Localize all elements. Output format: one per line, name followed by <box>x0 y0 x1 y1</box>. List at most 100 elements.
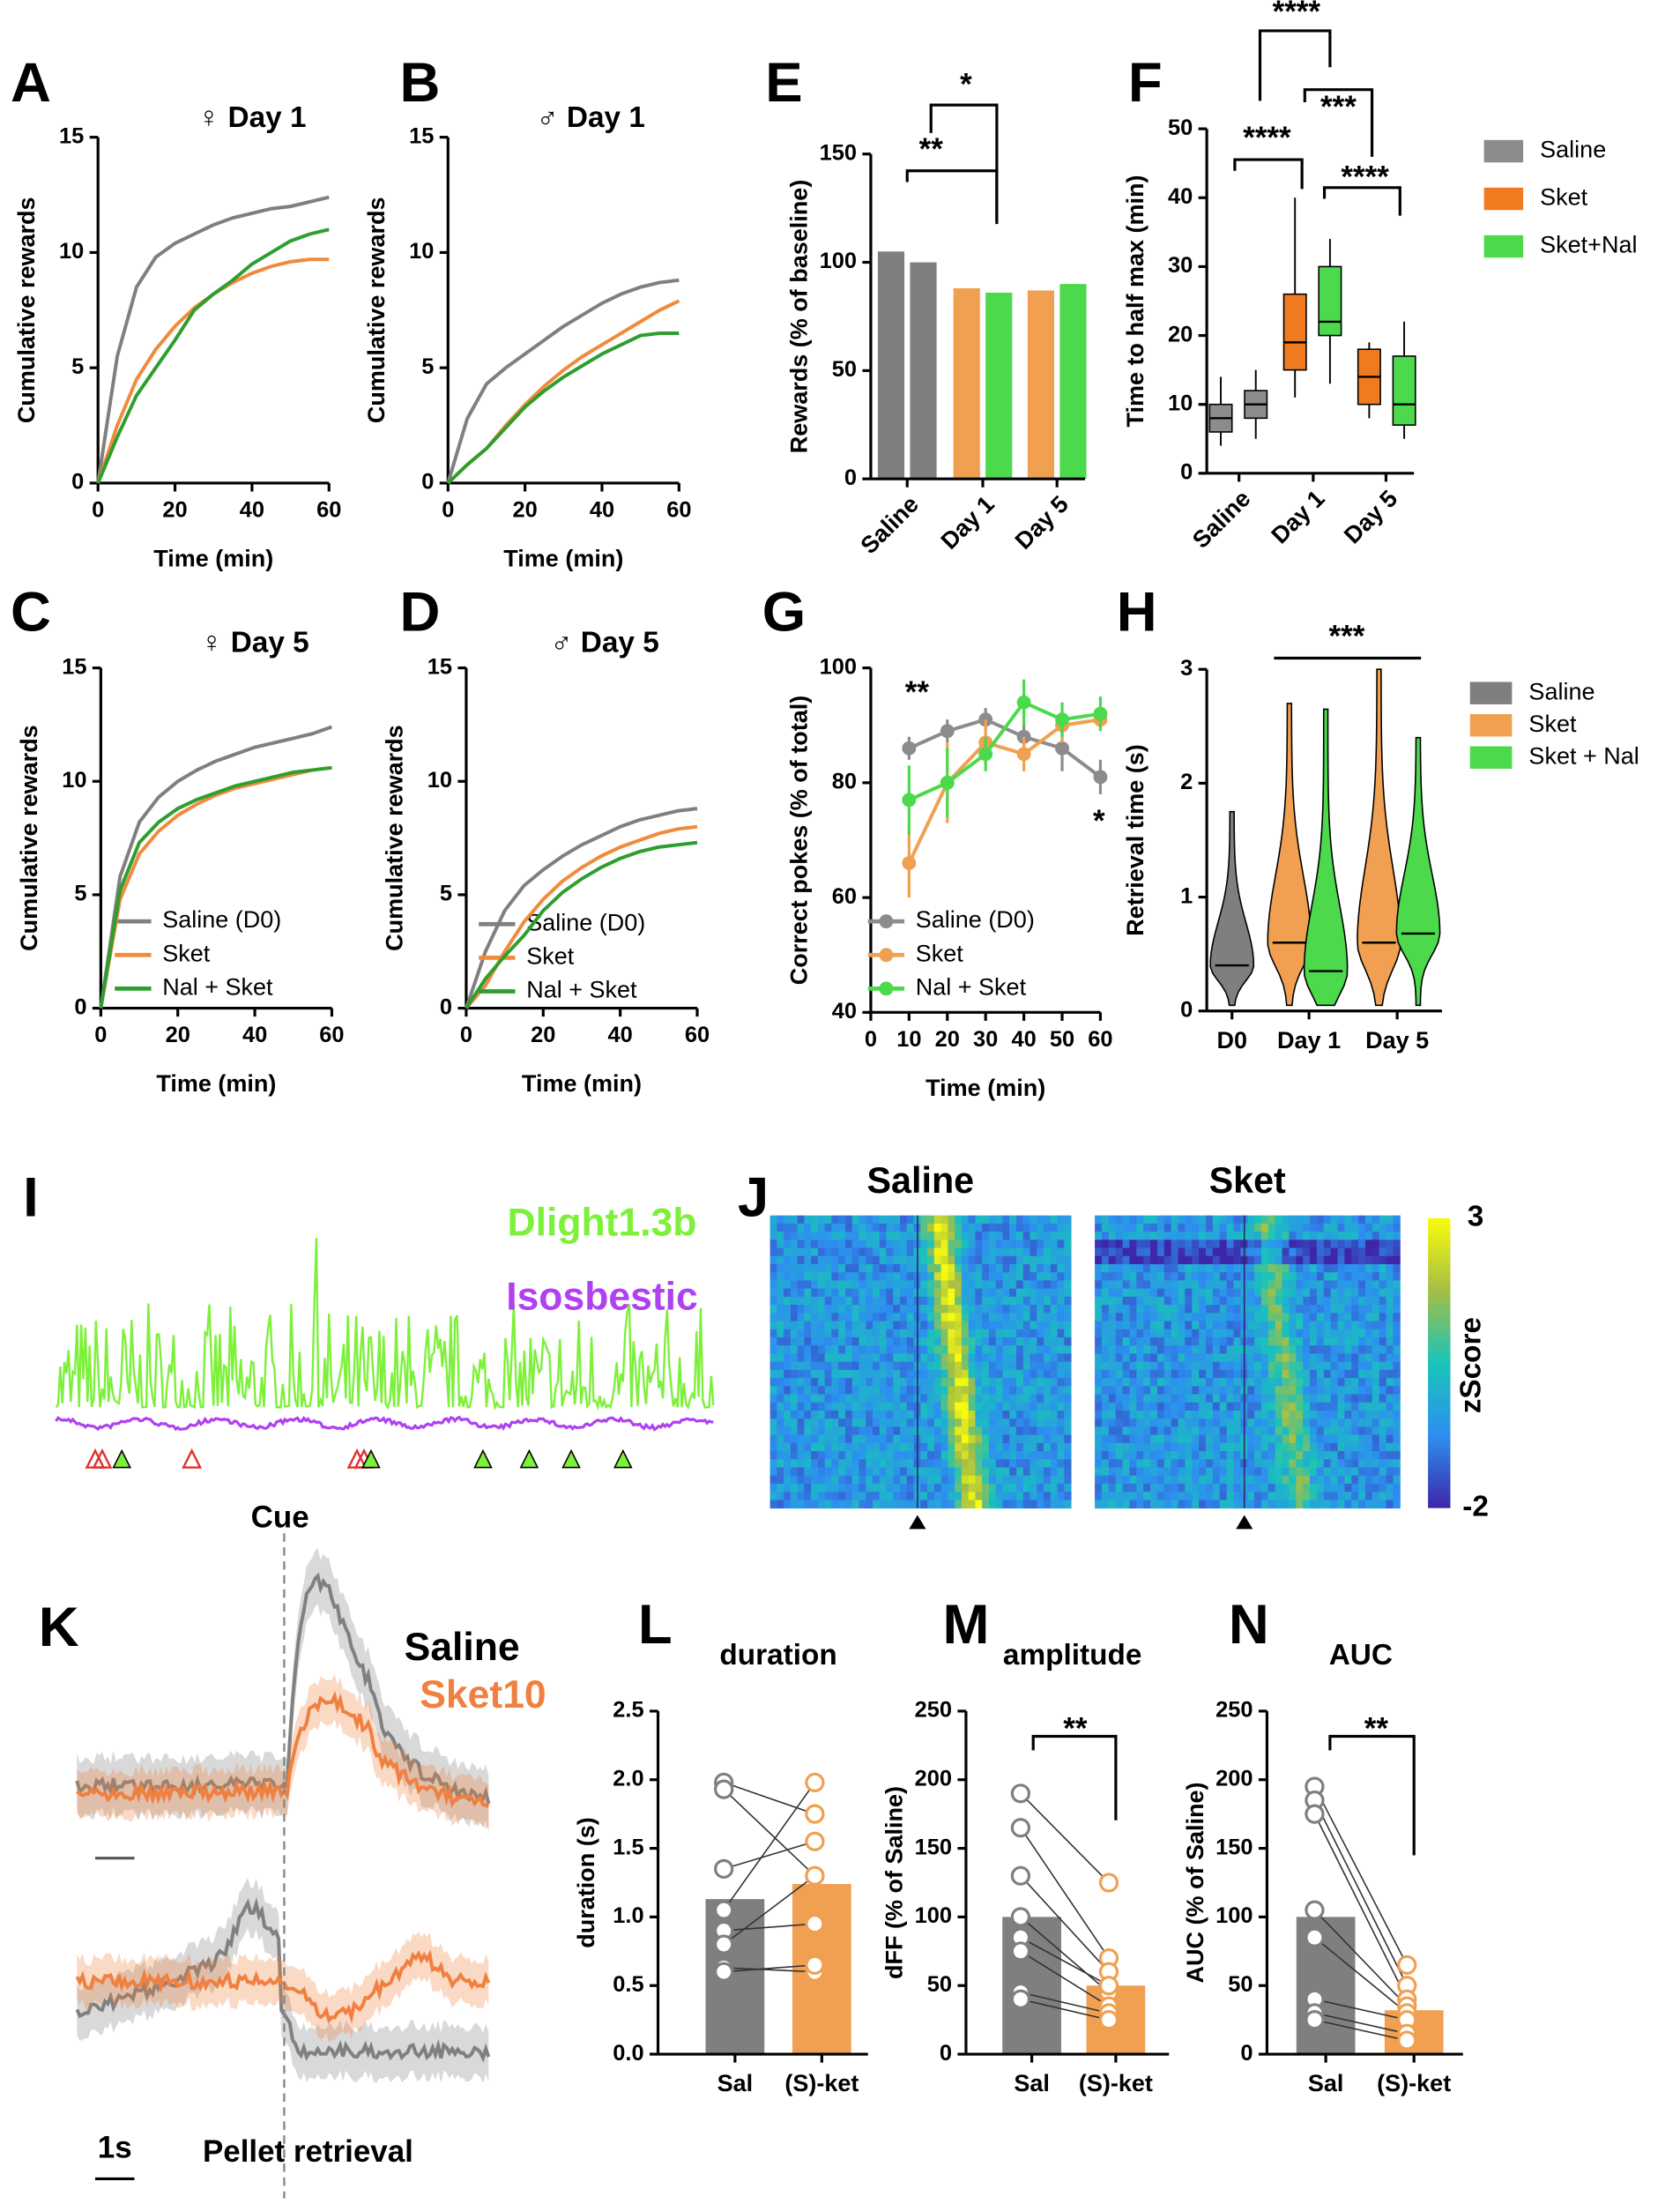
heatmap-cell <box>1310 1459 1318 1468</box>
heatmap-cell <box>790 1434 799 1444</box>
heatmap-cell <box>988 1483 997 1493</box>
heatmap-cell <box>1108 1321 1117 1330</box>
heatmap-cell <box>1050 1280 1059 1290</box>
heatmap-cell <box>1386 1418 1394 1427</box>
heatmap-cell <box>1129 1378 1137 1387</box>
heatmap-cell <box>844 1329 853 1338</box>
heatmap-cell <box>866 1386 873 1396</box>
heatmap-cell <box>851 1215 859 1225</box>
heatmap-cell <box>1386 1345 1394 1354</box>
heatmap-cell <box>1323 1215 1332 1225</box>
heatmap-cell <box>1115 1418 1124 1427</box>
heatmap-cell <box>940 1247 948 1257</box>
heatmap-cell <box>1171 1321 1178 1330</box>
heatmap-cell <box>1064 1232 1072 1240</box>
heatmap-cell <box>933 1361 942 1371</box>
heatmap-cell <box>811 1500 819 1509</box>
heatmap-cell <box>1289 1232 1297 1240</box>
heatmap-cell <box>1233 1394 1241 1404</box>
heatmap-cell <box>879 1361 888 1371</box>
heatmap-cell <box>1022 1272 1030 1281</box>
heatmap-cell <box>920 1451 928 1460</box>
heatmap-cell <box>1101 1483 1110 1493</box>
heatmap-cell <box>1205 1313 1214 1322</box>
heatmap-cell <box>1212 1500 1221 1509</box>
heatmap-cell <box>1199 1386 1207 1396</box>
heatmap-cell <box>1303 1305 1311 1314</box>
heatmap-cell <box>1057 1215 1065 1225</box>
heatmap-cell <box>859 1353 866 1363</box>
heatmap-cell <box>1282 1418 1290 1427</box>
heatmap-cell <box>1330 1272 1338 1281</box>
heatmap-cell <box>1022 1321 1030 1330</box>
heatmap-cell <box>1289 1215 1297 1225</box>
heatmap-cell <box>1057 1492 1065 1500</box>
heatmap-cell <box>1323 1483 1332 1493</box>
x-tick-label: 0 <box>92 497 104 522</box>
heatmap-cell <box>1379 1313 1387 1322</box>
heatmap-cell <box>1330 1280 1338 1290</box>
heatmap-cell <box>906 1255 915 1265</box>
heatmap-cell <box>1351 1240 1359 1249</box>
heatmap-cell <box>955 1215 963 1225</box>
heatmap-cell <box>1303 1361 1311 1371</box>
heatmap-cell <box>769 1467 777 1477</box>
bracket <box>1328 1734 1416 1856</box>
heatmap-cell <box>1330 1305 1338 1314</box>
heatmap-cell <box>1282 1386 1290 1396</box>
heatmap-cell <box>920 1345 928 1354</box>
heatmap-cell <box>1136 1280 1144 1290</box>
heatmap-cell <box>927 1313 935 1322</box>
heatmap-cell <box>784 1240 792 1249</box>
heatmap-cell <box>1143 1434 1151 1444</box>
point <box>1010 1783 1031 1804</box>
heatmap-cell <box>1275 1442 1283 1452</box>
heatmap-cell <box>1226 1475 1234 1485</box>
heatmap-cell <box>817 1394 826 1404</box>
heatmap-cell <box>1330 1232 1338 1240</box>
heatmap-cell <box>790 1459 799 1468</box>
heatmap-cell <box>784 1426 792 1436</box>
heatmap-cell <box>769 1442 777 1452</box>
heatmap-cell <box>1044 1394 1052 1404</box>
heatmap-cell <box>866 1345 873 1354</box>
heatmap-cell <box>777 1467 784 1477</box>
heatmap-cell <box>1379 1402 1387 1411</box>
heatmap-cell <box>817 1247 826 1257</box>
event-marker <box>473 1448 493 1469</box>
heatmap-cell <box>920 1410 928 1419</box>
heatmap-cell <box>831 1369 839 1379</box>
heatmap-cell <box>982 1313 990 1322</box>
heatmap-cell <box>838 1492 846 1500</box>
heatmap-cell <box>1219 1426 1228 1436</box>
heatmap-cell <box>879 1288 888 1298</box>
heatmap-cell <box>1212 1255 1221 1265</box>
x-tick-label: 50 <box>1050 1027 1074 1052</box>
heatmap-cell <box>831 1451 839 1460</box>
heatmap-cell <box>933 1305 942 1314</box>
heatmap-cell <box>873 1329 881 1338</box>
heatmap-cell <box>1022 1361 1030 1371</box>
heatmap-cell <box>1233 1426 1241 1436</box>
x-tick-label: Day 5 <box>1010 491 1074 555</box>
heatmap-cell <box>866 1426 873 1436</box>
heatmap-cell <box>1372 1305 1380 1314</box>
annotation: * <box>960 68 972 102</box>
heatmap-cell <box>955 1272 963 1281</box>
heatmap-cell <box>784 1475 792 1485</box>
heatmap-cell <box>784 1321 792 1330</box>
heatmap-cell <box>961 1321 970 1330</box>
heatmap-cell <box>1289 1483 1297 1493</box>
heatmap-cell <box>859 1500 866 1509</box>
heatmap-cell <box>1136 1223 1144 1232</box>
y-tick-label: 50 <box>1168 115 1193 140</box>
heatmap-cell <box>1233 1288 1241 1298</box>
heatmap-cell <box>1044 1223 1052 1232</box>
bar <box>705 1899 765 2055</box>
y-tick-label: 15 <box>62 654 86 679</box>
x-tick-label: 0 <box>865 1027 877 1052</box>
heatmap-cell <box>920 1418 928 1427</box>
heatmap-cell <box>1358 1475 1366 1485</box>
legend-label: Saline <box>1528 678 1595 704</box>
heatmap-cell <box>1095 1467 1103 1477</box>
